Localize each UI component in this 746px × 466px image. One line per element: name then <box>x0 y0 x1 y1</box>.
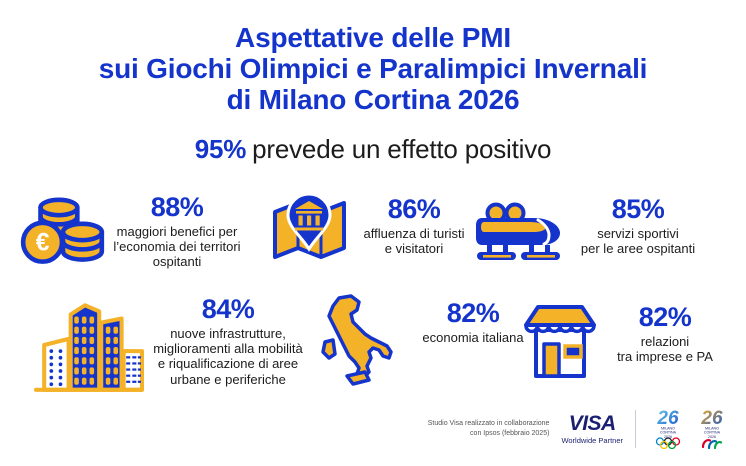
footer: Studio Visa realizzato in collaborazione… <box>428 408 736 449</box>
stat-label: economia italiana <box>422 330 524 345</box>
visa-wordmark: VISA <box>568 411 617 435</box>
stat-label: maggiori benefici per l’economia dei ter… <box>113 224 241 270</box>
divider <box>635 409 636 448</box>
stat-percent: 82% <box>446 298 500 328</box>
stat-item-italian-economy: 82% economia italiana <box>312 294 540 386</box>
stat-item-infrastructure: 84% nuove infrastrutture, miglioramenti … <box>34 288 312 396</box>
paralympic-logo-caption: MILANO CORTINA 2026 <box>703 427 721 440</box>
svg-text:26: 26 <box>700 408 723 428</box>
subtitle-highlight: 95% <box>194 134 247 164</box>
olympic-logo-caption: MILANO CORTINA 2026 <box>659 427 677 440</box>
stat-percent: 85% <box>611 194 665 224</box>
paralympic-logo: 26 MILANO CORTINA 2026 <box>692 408 732 449</box>
map-pin-icon <box>273 192 346 259</box>
paralympic-agitos-icon <box>701 439 723 449</box>
stat-item-business-pa: 82% relazioni tra imprese e PA <box>514 298 724 382</box>
milano-cortina-26-mark: 26 <box>656 408 679 428</box>
bobsled-icon <box>476 202 560 260</box>
page-title: Aspettative delle PMI sui Giochi Olimpic… <box>98 22 648 115</box>
stat-label: relazioni tra imprese e PA <box>617 334 713 365</box>
coins-icon: € <box>20 197 105 264</box>
stat-percent: 88% <box>150 192 204 222</box>
stat-percent: 86% <box>387 194 441 224</box>
stat-label: servizi sportivi per le aree ospitanti <box>580 226 696 257</box>
italy-map-icon <box>321 294 393 386</box>
visa-tagline: Worldwide Partner <box>561 435 623 445</box>
svg-text:€: € <box>36 229 50 256</box>
stat-label: nuove infrastrutture, miglioramenti alla… <box>153 326 303 387</box>
buildings-icon <box>34 303 144 392</box>
stat-item-sport-services: 85% servizi sportivi per le aree ospitan… <box>472 192 712 264</box>
stat-item-tourists: 86% affluenza di turisti e visitatori <box>268 186 478 268</box>
milano-cortina-26-paralympic-mark: 26 <box>700 408 723 428</box>
olympic-rings-icon <box>655 437 681 449</box>
stat-percent: 84% <box>201 294 255 324</box>
olympic-logo: 26 MILANO CORTINA 2026 <box>648 408 688 449</box>
stat-label: affluenza di turisti e visitatori <box>363 226 465 257</box>
stat-item-economy-benefits: € 88% maggiori benefici per l’economia d… <box>16 190 244 270</box>
stat-percent: 82% <box>638 302 692 332</box>
shop-icon <box>524 305 596 378</box>
subtitle-text: prevede un effetto positivo <box>252 134 552 164</box>
svg-text:26: 26 <box>656 408 679 428</box>
subtitle: 95% prevede un effetto positivo <box>0 134 746 165</box>
study-note: Studio Visa realizzato in collaborazione… <box>427 420 550 437</box>
visa-logo: VISA Worldwide Partner <box>561 413 623 445</box>
